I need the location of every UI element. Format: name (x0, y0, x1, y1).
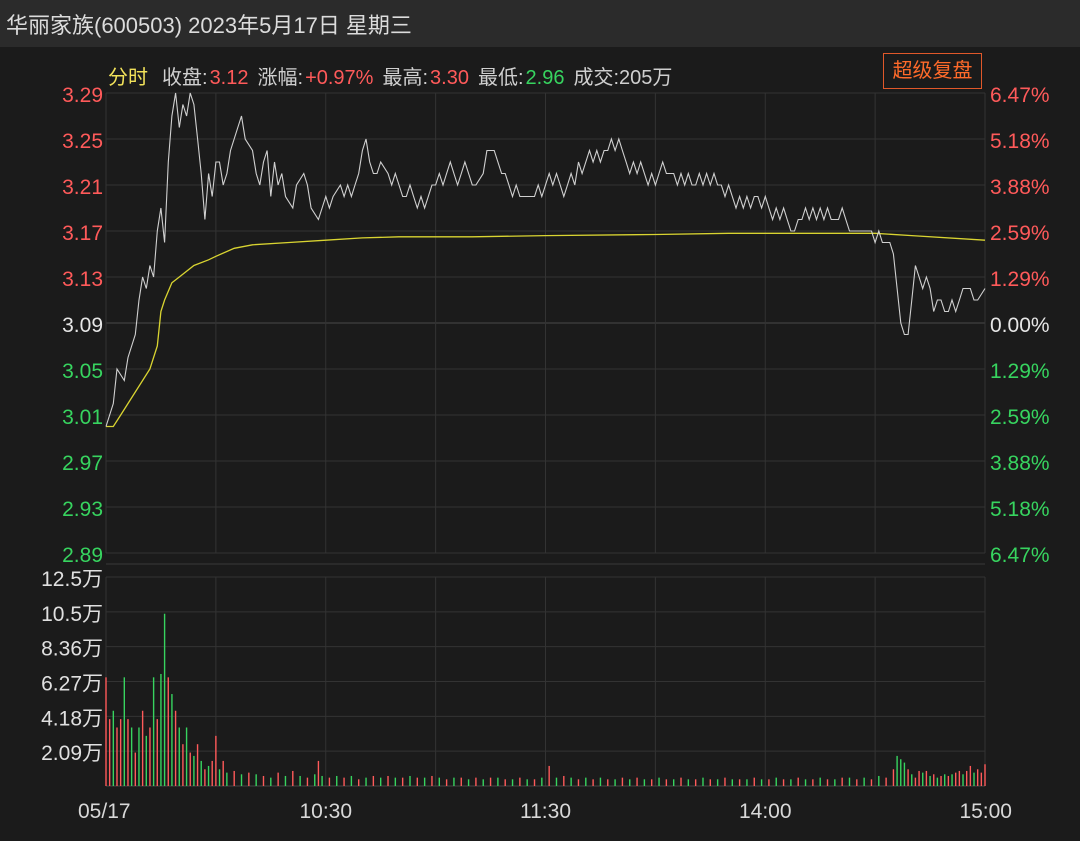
quote-field: 3.12 (209, 67, 249, 89)
time-tick-label: 14:00 (739, 800, 792, 823)
time-tick-label: 11:30 (520, 800, 571, 823)
percent-tick-label: 3.88% (990, 452, 1050, 475)
price-tick-label: 2.89 (62, 544, 103, 567)
title-bar: 华丽家族(600503) 2023年5月17日 星期三 (0, 0, 1080, 47)
price-tick-label: 2.97 (62, 452, 103, 475)
percent-tick-label: 6.47% (990, 84, 1050, 107)
volume-tick-label: 8.36万 (41, 638, 103, 661)
quote-summary: 分时 收盘: 3.12 涨幅: +0.97% 最高: 3.30 最低: 2.96 成交:205万 (108, 61, 674, 90)
price-tick-label: 3.01 (62, 406, 103, 429)
volume-tick-label: 2.09万 (41, 742, 103, 765)
percent-tick-label: 1.29% (990, 268, 1050, 291)
price-tick-label: 3.13 (62, 268, 103, 291)
time-tick-label: 15:00 (959, 800, 1012, 823)
price-tick-label: 3.05 (62, 360, 103, 383)
price-tick-label: 3.25 (62, 130, 103, 153)
price-tick-label: 2.93 (62, 498, 103, 521)
price-tick-label: 3.21 (62, 176, 103, 199)
quote-field: 涨幅: (257, 67, 304, 89)
volume-axis-labels: 12.5万 10.5万 8.36万 6.27万 4.18万 2.09万 (41, 568, 103, 765)
percent-tick-label: 3.88% (990, 176, 1050, 199)
price-lines (105, 92, 986, 428)
quote-field: 最低: (477, 67, 524, 89)
super-restore-button[interactable]: 超级复盘 (883, 53, 982, 89)
percent-tick-label: 5.18% (990, 498, 1050, 521)
percent-tick-label: 0.00% (990, 314, 1050, 337)
quote-field: 最高: (382, 67, 429, 89)
price-tick-label: 3.17 (62, 222, 103, 245)
time-axis-labels: 05/17 10:30 11:30 14:00 15:00 (78, 800, 1012, 823)
price-tick-label: 3.29 (62, 84, 103, 107)
time-tick-label: 10:30 (299, 800, 352, 823)
stock-title: 华丽家族(600503) 2023年5月17日 星期三 (6, 13, 412, 38)
price-axis-labels: 3.29 3.25 3.21 3.17 3.13 3.09 3.05 3.01 2.97 2.93… (62, 84, 103, 567)
average-price-line (106, 232, 986, 428)
time-tick-label: 05/17 (78, 800, 131, 823)
volume-tick-label: 10.5万 (41, 603, 103, 626)
percent-tick-label: 1.29% (990, 360, 1050, 383)
quote-field: 3.30 (430, 67, 469, 89)
quote-field: 分时 (108, 67, 148, 89)
percent-tick-label: 2.59% (990, 406, 1050, 429)
quote-field: 2.96 (525, 67, 565, 89)
percent-tick-label: 2.59% (990, 222, 1050, 245)
quote-field: 成交:205万 (573, 67, 673, 89)
volume-tick-label: 6.27万 (41, 673, 103, 696)
chart-grid (105, 92, 986, 787)
volume-tick-label: 12.5万 (41, 568, 103, 591)
price-line (105, 92, 986, 427)
volume-tick-label: 4.18万 (41, 707, 103, 730)
percent-tick-label: 5.18% (990, 130, 1050, 153)
price-tick-label: 3.09 (62, 314, 103, 337)
quote-field: +0.97% (305, 67, 374, 89)
volume-bars (105, 613, 986, 786)
quote-field: 收盘: (162, 67, 208, 89)
percent-tick-label: 6.47% (990, 544, 1050, 567)
percent-axis-labels: 6.47% 5.18% 3.88% 2.59% 1.29% 0.00% 1.29% 2.59%… (990, 84, 1050, 567)
